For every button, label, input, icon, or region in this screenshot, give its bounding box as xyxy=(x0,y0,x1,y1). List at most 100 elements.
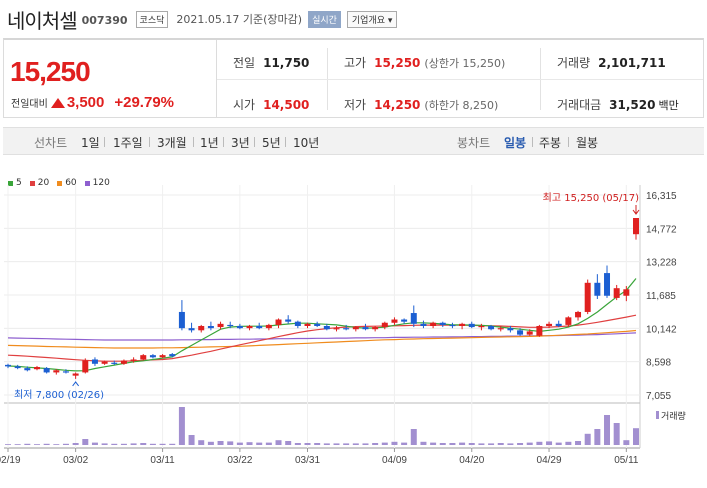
volume-bar xyxy=(352,443,359,445)
stat-value: 14,500 xyxy=(263,97,310,112)
candle-body xyxy=(111,362,118,364)
candle-body xyxy=(256,325,263,329)
candle-body xyxy=(623,289,630,296)
period-monthly[interactable]: 월봉 xyxy=(576,136,599,150)
legend-label: 120 xyxy=(92,178,110,188)
candle-body xyxy=(343,328,350,330)
up-arrow-icon xyxy=(50,97,65,108)
candle-body xyxy=(140,355,147,360)
volume-bar xyxy=(53,444,60,445)
candle-body xyxy=(430,322,437,326)
legend-item-ma5: 5 xyxy=(8,178,22,188)
stat-label: 고가 xyxy=(344,56,367,70)
change-percent: +29.79% xyxy=(114,94,174,111)
volume-bar xyxy=(410,429,417,445)
divider xyxy=(149,137,150,147)
candle-body xyxy=(217,323,224,328)
volume-bar xyxy=(82,439,89,445)
volume-bar xyxy=(188,435,195,445)
x-tick-label: 03/31 xyxy=(295,455,320,466)
period-5y[interactable]: 5년 xyxy=(262,136,281,150)
period-1w[interactable]: 1주일 xyxy=(113,136,143,150)
y-tick-label: 14,772 xyxy=(646,224,677,235)
company-overview-dropdown[interactable]: 기업개요 ▾ xyxy=(346,10,398,28)
candle-body xyxy=(613,288,620,298)
y-tick-label: 11,685 xyxy=(646,291,676,302)
x-tick-label: 05/11 xyxy=(614,455,639,466)
candle-body xyxy=(372,327,379,330)
volume-bar xyxy=(217,441,224,445)
stock-chart[interactable]: 16,315 14,772 13,228 11,685 10,142 8,598 7,055… xyxy=(0,155,707,488)
candle-body xyxy=(410,313,417,324)
candle-body xyxy=(159,355,166,358)
volume-bar xyxy=(294,443,301,445)
period-10y[interactable]: 10년 xyxy=(293,136,320,150)
stat-label: 거래량 xyxy=(557,56,591,70)
volume-bar xyxy=(198,440,205,445)
candle-body xyxy=(178,311,185,329)
volume-bar xyxy=(333,443,340,445)
volume-bar xyxy=(14,444,21,445)
volume-bar xyxy=(565,441,572,445)
x-tick-label: 03/22 xyxy=(227,455,252,466)
volume-bar xyxy=(314,443,321,445)
divider xyxy=(568,137,569,147)
candle-body xyxy=(565,317,572,325)
candle-chart-label[interactable]: 봉차트 xyxy=(457,136,491,150)
volume-bar xyxy=(517,443,524,445)
period-3m[interactable]: 3개월 xyxy=(157,136,187,150)
legend-swatch xyxy=(29,180,35,186)
volume-bar xyxy=(420,441,427,445)
line-chart-label[interactable]: 선차트 xyxy=(34,136,68,150)
divider xyxy=(217,79,703,80)
stat-prev: 전일 11,750 xyxy=(233,54,309,71)
volume-bar xyxy=(5,444,11,445)
live-button[interactable]: 실시간 xyxy=(308,10,341,28)
ma-legend: 5 20 60 120 xyxy=(8,178,118,188)
candle-body xyxy=(478,325,485,328)
current-price-box: 15,250 전일대비 3,500 +29.79% xyxy=(4,40,217,118)
volume-bar xyxy=(140,443,147,445)
period-1y[interactable]: 1년 xyxy=(200,136,219,150)
period-weekly[interactable]: 주봉 xyxy=(539,136,562,150)
volume-bar xyxy=(439,443,446,445)
candle-body xyxy=(594,282,601,296)
change-value: 3,500 xyxy=(66,94,105,111)
volume-bar xyxy=(575,441,582,445)
y-tick-label: 16,315 xyxy=(646,191,677,202)
volume-bar xyxy=(584,433,591,445)
volume-bar xyxy=(613,423,620,445)
candle-body xyxy=(130,359,137,361)
candle-body xyxy=(526,331,533,335)
stat-sub: (상한가 15,250) xyxy=(424,56,506,70)
candle-body xyxy=(517,330,524,335)
volume-bar xyxy=(246,442,253,445)
period-1d[interactable]: 1일 xyxy=(81,136,100,150)
candle-body xyxy=(459,323,466,326)
ma20-line xyxy=(7,314,637,362)
period-daily[interactable]: 일봉 xyxy=(504,136,527,150)
volume-bar xyxy=(478,443,485,445)
volume-bar xyxy=(169,443,176,445)
date-info: 2021.05.17 기준(장마감) xyxy=(176,13,303,26)
candle-body xyxy=(149,355,156,358)
period-3y[interactable]: 3년 xyxy=(231,136,250,150)
volume-bar xyxy=(449,443,456,445)
candle-body xyxy=(333,328,340,330)
max-arrow-head xyxy=(632,209,640,215)
legend-item-ma120: 120 xyxy=(84,178,110,188)
candle-body xyxy=(236,325,243,329)
legend-item-ma60: 60 xyxy=(57,178,77,188)
stat-value: 31,520 xyxy=(609,97,656,112)
candle-body xyxy=(488,325,495,330)
volume-bar xyxy=(275,440,282,445)
volume-bar xyxy=(236,442,243,445)
candle-body xyxy=(5,364,11,367)
volume-bar xyxy=(401,442,408,445)
current-price: 15,250 xyxy=(10,56,91,87)
volume-bar xyxy=(149,443,156,445)
stock-header: 네이처셀 007390 코스닥 2021.05.17 기준(장마감) 실시간 기… xyxy=(0,0,707,38)
volume-bar xyxy=(623,440,630,445)
candle-body xyxy=(101,361,108,364)
ma60-line xyxy=(7,329,637,349)
